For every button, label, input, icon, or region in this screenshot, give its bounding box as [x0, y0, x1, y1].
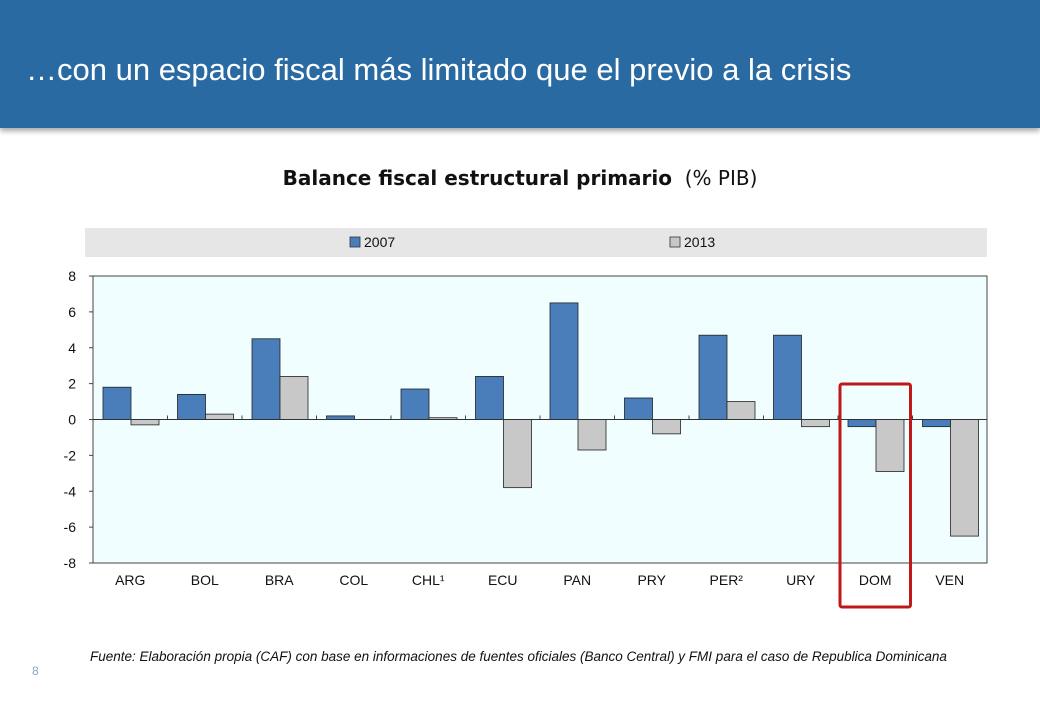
y-tick-label: 2	[68, 376, 76, 392]
bar-2007-ARG	[102, 386, 132, 420]
bar-2013-ARG	[130, 419, 160, 426]
bar-2013-VEN	[950, 419, 979, 537]
x-tick-label: PAN	[563, 572, 591, 588]
chart-title-main: Balance fiscal estructural primario	[282, 166, 673, 190]
x-tick-label: URY	[786, 572, 816, 588]
y-tick-label: 0	[68, 412, 76, 428]
x-tick-label: PER²	[710, 572, 744, 588]
bar-2007-ECU	[475, 376, 504, 420]
legend-swatch-2013	[669, 236, 681, 248]
chart-title: Balance fiscal estructural primario (% P…	[0, 166, 1040, 190]
bar-2013-BOL	[205, 413, 234, 420]
chart-title-unit: (% PIB)	[684, 166, 758, 190]
x-tick-label: BRA	[265, 572, 294, 588]
x-tick-label: ECU	[488, 572, 518, 588]
page-title: …con un espacio fiscal más limitado que …	[26, 52, 852, 87]
source-footnote: Fuente: Elaboración propia (CAF) con bas…	[90, 649, 947, 664]
bar-2013-PRY	[652, 419, 681, 435]
y-tick-label: -6	[64, 519, 77, 535]
y-tick-label: 6	[68, 304, 76, 320]
legend-label-2007: 2007	[364, 234, 395, 250]
y-tick-label: 8	[68, 268, 76, 284]
bar-2007-PRY	[624, 397, 653, 420]
legend-swatch-2007	[349, 236, 361, 248]
header-bar: …con un espacio fiscal más limitado que …	[0, 0, 1040, 128]
x-tick-label: COL	[339, 572, 368, 588]
bar-2007-PER²	[698, 334, 728, 420]
bar-2007-URY	[773, 334, 802, 420]
bar-2013-PAN	[577, 419, 607, 451]
bar-2013-PER²	[726, 401, 756, 420]
bar-2007-PAN	[549, 302, 579, 420]
bar-2013-DOM	[875, 419, 905, 472]
bar-2007-BRA	[251, 338, 281, 420]
bar-2007-BOL	[177, 393, 206, 420]
x-tick-label: CHL¹	[412, 572, 445, 588]
bar-2013-BRA	[279, 376, 309, 420]
bar-2007-CHL¹	[400, 388, 430, 420]
x-tick-label: ARG	[115, 572, 145, 588]
highlight-box-dom	[838, 382, 912, 609]
bar-2013-ECU	[503, 419, 532, 489]
x-tick-label: BOL	[191, 572, 219, 588]
bar-2007-DOM	[847, 419, 877, 428]
bar-2013-URY	[801, 419, 830, 428]
legend-box	[85, 228, 987, 257]
y-tick-label: -8	[64, 555, 77, 571]
y-tick-label: -4	[64, 483, 77, 499]
x-tick-label: VEN	[935, 572, 964, 588]
x-tick-label: DOM	[859, 572, 892, 588]
bar-2007-COL	[326, 415, 355, 420]
y-tick-label: 4	[68, 340, 76, 356]
y-tick-label: -2	[64, 447, 77, 463]
x-tick-label: PRY	[637, 572, 666, 588]
page-number: 8	[32, 664, 39, 678]
legend-label-2013: 2013	[684, 234, 715, 250]
bar-2007-VEN	[922, 419, 951, 428]
